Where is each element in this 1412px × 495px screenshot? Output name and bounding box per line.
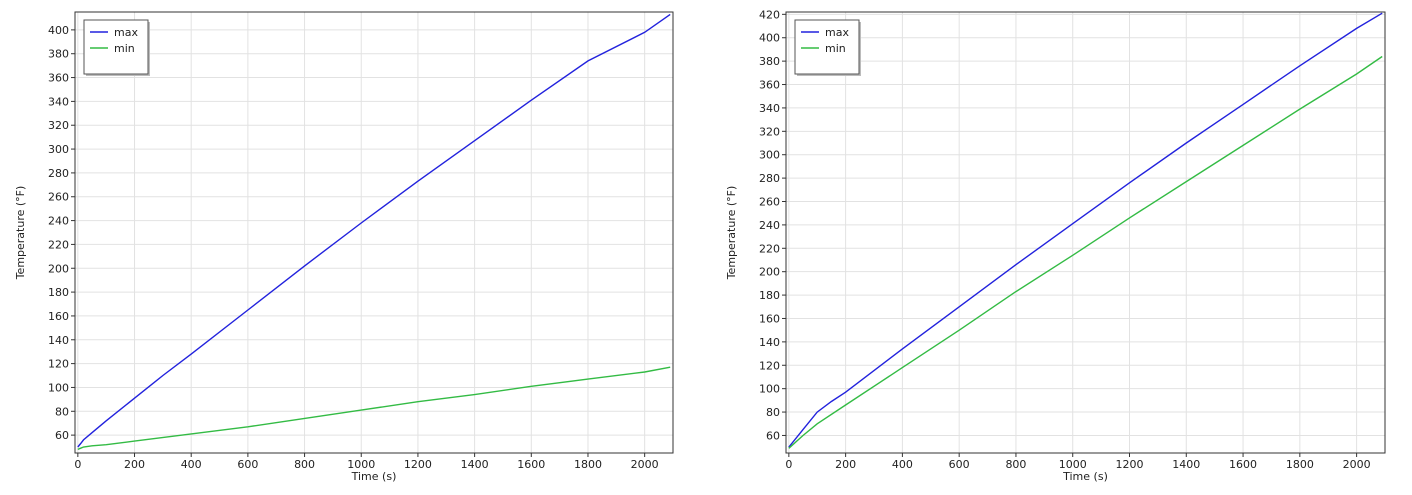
y-tick-label: 420 [759,8,780,21]
y-tick-label: 300 [759,149,780,162]
legend [83,19,149,75]
x-tick-label: 200 [835,458,856,471]
y-tick-label: 320 [48,119,69,132]
x-tick-label: 600 [949,458,970,471]
y-tick-label: 360 [48,72,69,85]
x-tick-label: 1600 [517,458,545,471]
legend-label-max: max [114,26,138,39]
x-tick-label: 800 [1005,458,1026,471]
x-tick-label: 0 [74,458,81,471]
y-tick-label: 340 [48,95,69,108]
y-tick-label: 380 [48,48,69,61]
x-tick-label: 800 [294,458,315,471]
x-tick-label: 0 [785,458,792,471]
y-tick-label: 80 [55,405,69,418]
x-tick-label: 2000 [1343,458,1371,471]
y-tick-label: 400 [48,24,69,37]
y-tick-label: 80 [766,406,780,419]
x-axis-label: Time (s) [1062,470,1108,483]
series-line-max [788,12,1383,448]
y-tick-label: 140 [759,336,780,349]
y-tick-label: 200 [759,266,780,279]
plot-area [75,12,673,453]
y-tick-label: 100 [48,381,69,394]
y-tick-label: 280 [759,172,780,185]
x-tick-label: 600 [237,458,258,471]
y-axis-label: Temperature (°F) [725,186,738,281]
y-axis-label: Temperature (°F) [14,186,27,281]
y-tick-label: 360 [759,79,780,92]
x-tick-label: 1600 [1229,458,1257,471]
plot-frame [74,11,674,454]
x-tick-label: 1000 [1059,458,1087,471]
y-tick-label: 220 [759,242,780,255]
y-tick-label: 240 [759,219,780,232]
y-tick-label: 400 [759,32,780,45]
x-tick-label: 1800 [1286,458,1314,471]
y-tick-label: 300 [48,143,69,156]
x-tick-label: 400 [892,458,913,471]
x-axis-label: Time (s) [351,470,397,483]
legend-label-min: min [825,42,846,55]
right-chart: 0 200 400 600 800 1000 1200 1400 1600 1800 2000 60 8… [725,8,1386,483]
x-tick-label: 1200 [404,458,432,471]
series-line-min [788,55,1383,449]
legend-label-max: max [825,26,849,39]
y-tick-label: 60 [766,429,780,442]
y-tick-label: 140 [48,334,69,347]
x-tick-label: 1000 [347,458,375,471]
legend [794,19,860,75]
y-tick-label: 240 [48,215,69,228]
y-tick-label: 220 [48,238,69,251]
y-tick-label: 60 [55,429,69,442]
y-tick-label: 340 [759,102,780,115]
y-tick-label: 260 [48,191,69,204]
x-tick-label: 1200 [1116,458,1144,471]
y-tick-label: 160 [759,312,780,325]
x-tick-label: 200 [124,458,145,471]
x-tick-label: 1800 [574,458,602,471]
y-tick-label: 180 [48,286,69,299]
y-tick-label: 160 [48,310,69,323]
y-tick-label: 280 [48,167,69,180]
y-tick-label: 200 [48,262,69,275]
series-line-max [77,13,671,448]
plot-area [786,12,1385,453]
x-tick-label: 2000 [631,458,659,471]
left-chart: 0 200 400 600 800 1000 1200 1400 1600 1800 2000 60 8… [14,11,674,483]
x-tick-label: 400 [181,458,202,471]
y-tick-label: 120 [759,359,780,372]
y-tick-label: 260 [759,196,780,209]
x-tick-label: 1400 [1172,458,1200,471]
plot-frame [785,11,1386,454]
y-tick-label: 320 [759,125,780,138]
y-tick-label: 180 [759,289,780,302]
x-tick-label: 1400 [461,458,489,471]
legend-label-min: min [114,42,135,55]
series-line-min [77,366,671,451]
y-tick-label: 380 [759,55,780,68]
y-tick-label: 100 [759,383,780,396]
y-tick-label: 120 [48,358,69,371]
